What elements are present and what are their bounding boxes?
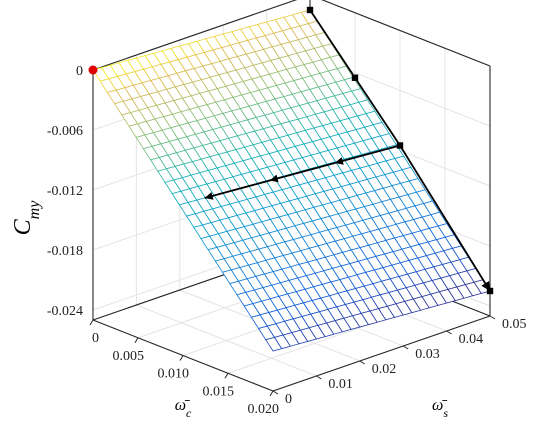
y-tick-label: 0.04 [459,332,484,347]
x-tick-mark [269,390,274,397]
z-axis-label: Cmy [10,200,43,236]
x-tick-label: 0.005 [113,349,145,364]
series-0-arrow [481,281,490,291]
series-0-marker [306,6,314,14]
x-axis-label: ω̄c [175,397,192,420]
series-1-arrow [334,157,344,165]
y-tick-label: 0.02 [372,362,397,377]
series-1-arrow [204,192,214,200]
y-tick-label: 0.01 [328,377,353,392]
tick-labels: 0-0.006-0.012-0.018-0.02400.0050.0100.01… [47,64,527,417]
y-tick-label: 0.05 [502,317,527,332]
data-paths [88,6,494,295]
y-tick-mark [359,360,366,365]
y-tick-label: 0 [285,392,292,407]
y-tick-mark [316,375,322,380]
axis-edge [92,0,298,71]
z-tick-label: -0.012 [47,184,83,199]
z-tick-label: 0 [76,64,83,79]
z-tick-label: -0.024 [47,304,83,319]
surface-mesh [92,9,491,352]
x-tick-label: 0.010 [158,367,190,382]
x-tick-mark [134,337,139,344]
series-line-0 [309,9,491,292]
y-tick-mark [402,345,409,350]
series-line-1 [204,144,401,199]
x-tick-label: 0.020 [248,402,280,417]
x-tick-mark [224,372,229,379]
y-tick-mark [446,330,452,335]
z-tick-label: -0.006 [47,124,83,139]
x-tick-label: 0.015 [203,384,235,399]
z-tick-label: -0.018 [47,244,83,259]
y-tick-mark [272,390,279,395]
y-tick-mark [489,315,496,320]
axis-edge [321,0,491,67]
y-tick-label: 0.03 [415,347,440,362]
y-axis-label: ω̄s [432,397,448,420]
series-1-arrow [269,174,279,183]
series-0-marker [351,74,359,81]
x-tick-mark [179,355,184,361]
x-tick-mark [89,319,94,326]
axis-edge [272,315,491,392]
highlight-point [88,65,98,75]
x-tick-label: 0 [92,331,99,346]
